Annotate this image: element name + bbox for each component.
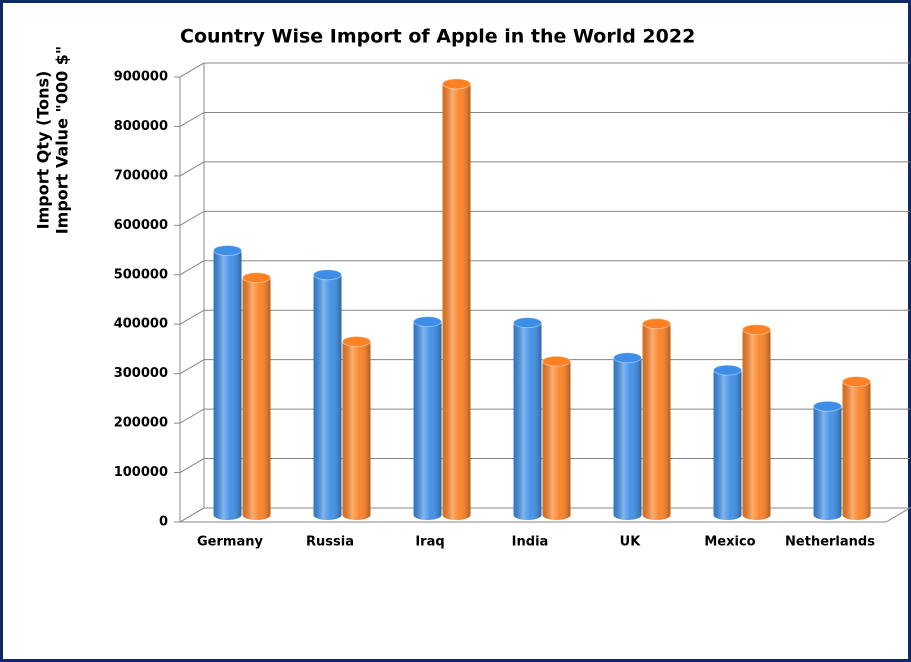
bar-shade	[842, 381, 871, 520]
bar	[613, 352, 642, 520]
bar	[442, 78, 471, 520]
grid-line	[179, 260, 910, 276]
bar-top	[542, 355, 571, 367]
x-tick-label: Iraq	[415, 535, 444, 550]
x-tick-label: Mexico	[704, 535, 755, 550]
y-tick-label: 300000	[114, 366, 168, 381]
grid-line	[179, 408, 910, 424]
bar-shade	[742, 329, 771, 520]
bar	[313, 269, 342, 520]
chart-title: Country Wise Import of Apple in the Worl…	[180, 26, 695, 48]
x-tick-label: India	[512, 535, 549, 550]
grid-line	[179, 210, 910, 226]
grid-line	[179, 111, 910, 127]
bar-shade	[513, 322, 542, 520]
bar-top	[513, 317, 542, 329]
bar-top	[842, 376, 871, 387]
bar	[813, 400, 842, 520]
bar	[713, 364, 742, 520]
bar-shade	[442, 83, 471, 520]
bar-shade	[642, 323, 671, 520]
bar-top	[713, 364, 742, 376]
y-tick-label: 100000	[114, 465, 168, 480]
bar	[642, 318, 671, 520]
bar-shade	[313, 274, 342, 520]
bar	[342, 335, 371, 520]
bar-top	[813, 400, 842, 412]
bar	[213, 244, 242, 520]
bar	[742, 324, 771, 520]
bar-shade	[613, 357, 642, 520]
y-tick-label: 0	[159, 515, 168, 530]
bar-top	[442, 78, 471, 90]
bar-shade	[213, 250, 242, 520]
bar-shade	[413, 321, 442, 520]
grid-line	[179, 458, 910, 473]
y-axis-label: Import Qty (Tons)	[34, 71, 53, 230]
y-tick-label: 900000	[114, 70, 168, 85]
grid-line	[179, 359, 910, 375]
x-tick-label: Russia	[306, 535, 354, 550]
x-tick-label: Germany	[197, 535, 263, 550]
grid-line	[179, 161, 910, 177]
bar	[242, 272, 271, 520]
bar-shade	[342, 341, 371, 520]
bar-top	[413, 316, 442, 328]
bar-top	[642, 318, 671, 330]
x-tick-label: UK	[620, 535, 642, 550]
y-tick-label: 800000	[114, 119, 168, 134]
y-tick-label: 700000	[114, 168, 168, 183]
bar	[413, 316, 442, 520]
bar-shade	[242, 277, 271, 520]
bar-top	[313, 269, 342, 281]
bar-shade	[542, 361, 571, 520]
bar-top	[213, 244, 242, 256]
y-tick-label: 500000	[114, 267, 168, 282]
bar-shade	[713, 370, 742, 520]
bar	[842, 376, 871, 520]
bar	[542, 355, 571, 520]
grid-line	[179, 62, 910, 78]
bar-top	[742, 324, 771, 336]
bar-top	[242, 272, 271, 284]
x-tick-label: Netherlands	[785, 535, 875, 550]
y-tick-label: 400000	[114, 317, 168, 332]
plot-area: 0 100000 200000 300000 400000 500000 600000 700…	[114, 62, 911, 550]
y-tick-label: 200000	[114, 416, 168, 431]
y-tick-label: 600000	[114, 218, 168, 233]
grid-line	[179, 507, 910, 523]
bar-top	[613, 352, 642, 364]
y-axis-label: Import Value "000 $"	[53, 46, 72, 235]
bar-shade	[813, 406, 842, 520]
bar-top	[342, 335, 371, 347]
bar	[513, 317, 542, 520]
grid-line	[179, 309, 910, 325]
